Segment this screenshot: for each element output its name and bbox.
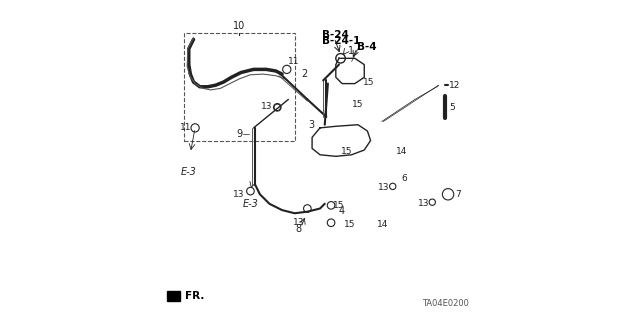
- Text: 13: 13: [233, 190, 244, 199]
- Circle shape: [327, 202, 335, 209]
- Text: 14: 14: [377, 220, 388, 229]
- Circle shape: [273, 104, 281, 111]
- Text: 14: 14: [396, 147, 407, 156]
- Text: E-3: E-3: [243, 199, 259, 209]
- Text: TA04E0200: TA04E0200: [422, 299, 468, 308]
- Circle shape: [390, 183, 396, 189]
- Circle shape: [274, 104, 280, 110]
- Text: B-4: B-4: [357, 42, 377, 52]
- Text: 13: 13: [261, 102, 273, 111]
- Text: E-3: E-3: [181, 167, 196, 177]
- Text: B-24-1: B-24-1: [321, 36, 360, 46]
- Circle shape: [336, 54, 346, 63]
- Text: 4: 4: [339, 206, 344, 216]
- Text: 13: 13: [417, 199, 429, 208]
- Text: 9: 9: [236, 129, 243, 139]
- Text: 11: 11: [288, 57, 300, 66]
- Text: 13: 13: [293, 218, 305, 227]
- Text: 10: 10: [233, 21, 246, 32]
- Circle shape: [442, 189, 454, 200]
- Text: 3: 3: [308, 120, 315, 130]
- Text: 7: 7: [455, 190, 461, 199]
- Text: 15: 15: [344, 220, 355, 229]
- Text: 15: 15: [351, 100, 363, 109]
- Circle shape: [191, 124, 199, 132]
- Text: 12: 12: [449, 81, 460, 90]
- Circle shape: [327, 219, 335, 226]
- Text: 5: 5: [449, 103, 455, 112]
- Text: FR.: FR.: [170, 291, 204, 301]
- Text: 1: 1: [348, 46, 354, 56]
- Circle shape: [429, 199, 435, 205]
- Text: B-24: B-24: [321, 30, 348, 40]
- Circle shape: [303, 205, 311, 212]
- Text: 13: 13: [378, 183, 390, 192]
- Text: 11: 11: [179, 123, 191, 132]
- Text: 15: 15: [340, 147, 352, 156]
- Circle shape: [246, 187, 254, 195]
- Text: 15: 15: [333, 201, 344, 210]
- Text: 8: 8: [295, 224, 301, 234]
- Polygon shape: [166, 291, 180, 301]
- Circle shape: [283, 65, 291, 73]
- Text: 6: 6: [401, 174, 407, 183]
- Text: 2: 2: [301, 69, 307, 79]
- Text: 15: 15: [363, 78, 374, 86]
